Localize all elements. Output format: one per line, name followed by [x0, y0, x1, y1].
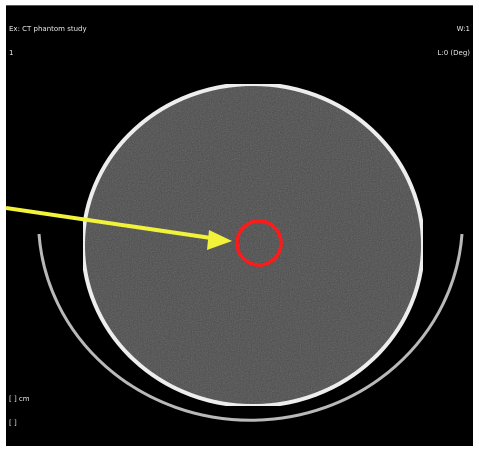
- overlay-scale: [ ] cm: [9, 395, 30, 403]
- image-viewport[interactable]: Ex: CT phantom study 1 W:1 L:0 (Deg) [ ]…: [6, 5, 473, 446]
- overlay-study-label: Ex: CT phantom study: [9, 25, 87, 33]
- annotation-arrow[interactable]: [6, 206, 232, 250]
- table-arc: [37, 233, 464, 422]
- ct-slice-image: [6, 82, 464, 422]
- overlay-series-number: 1: [9, 49, 14, 57]
- overlay-top-right: W:1 L:0 (Deg): [437, 9, 470, 73]
- overlay-window: W:1: [456, 25, 470, 33]
- overlay-bottom-left: [ ] cm [ ]: [9, 379, 30, 443]
- overlay-info: [ ]: [9, 419, 17, 427]
- roi-circle[interactable]: [235, 219, 283, 267]
- overlay-level: L:0 (Deg): [437, 49, 470, 57]
- phantom-disc: [81, 82, 425, 408]
- overlay-top-left: Ex: CT phantom study 1: [9, 9, 87, 73]
